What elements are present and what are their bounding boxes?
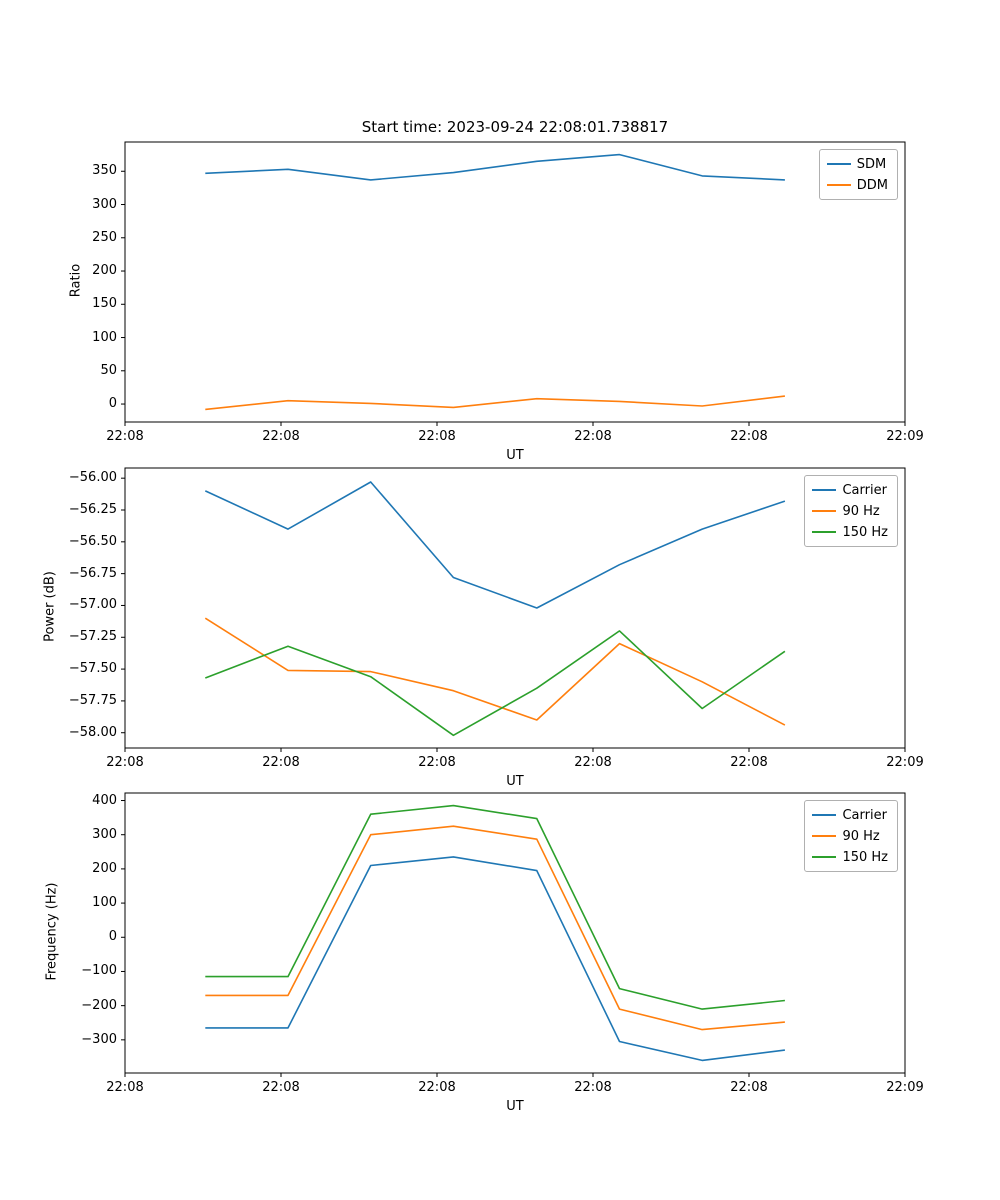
x-tick-label: 22:08 (730, 755, 768, 770)
legend-line-sample (812, 510, 837, 512)
series-line-carrier (204, 481, 786, 609)
legend-entry: 90 Hz (812, 827, 888, 845)
x-axis-label-frequency-chart: UT (506, 1099, 524, 1114)
legend-label: 90 Hz (842, 503, 880, 519)
legend-entry: Carrier (812, 806, 888, 824)
legend-label: SDM (856, 156, 887, 172)
x-tick-label: 22:08 (262, 755, 300, 770)
legend-line-sample (812, 856, 837, 858)
legend-entry: 150 Hz (812, 523, 888, 541)
x-tick-label: 22:08 (574, 755, 612, 770)
y-axis-label-ratio-chart: Ratio (68, 263, 84, 298)
x-tick-label: 22:08 (262, 429, 300, 444)
y-tick-label: −100 (81, 963, 117, 979)
y-tick-label: −56.00 (68, 470, 117, 486)
y-tick-label: −57.75 (68, 692, 117, 708)
y-tick-label: 300 (92, 196, 117, 212)
series-line-90-hz (205, 825, 785, 1031)
series-line-ddm (205, 395, 785, 411)
x-axis-label-power-chart: UT (506, 774, 524, 789)
y-tick-label: −56.25 (68, 502, 117, 517)
y-tick-label: 400 (92, 792, 117, 808)
x-tick-label: 22:08 (730, 429, 768, 444)
figure-title: Start time: 2023-09-24 22:08:01.738817 (361, 118, 669, 136)
y-tick-label: 200 (92, 263, 117, 279)
y-tick-label: −58.00 (68, 724, 117, 740)
axes-frame (124, 141, 906, 423)
x-tick-label: 22:08 (106, 1080, 144, 1095)
y-tick-label: −57.25 (68, 629, 117, 645)
x-tick-label: 22:08 (106, 755, 144, 770)
legend-ratio-chart: SDM DDM (818, 149, 898, 200)
legend-line-sample (812, 835, 837, 837)
legend-line-sample (812, 531, 837, 533)
axes-frame (124, 467, 906, 749)
legend-label: Carrier (842, 807, 887, 823)
legend-entry: Carrier (812, 481, 888, 499)
legend-label: 150 Hz (842, 849, 888, 865)
y-tick-label: −300 (81, 1031, 117, 1047)
series-line-150-hz (205, 630, 786, 737)
y-tick-label: 0 (108, 929, 117, 945)
legend-label: DDM (856, 177, 888, 193)
x-tick-label: 22:08 (418, 1080, 456, 1095)
x-tick-label: 22:09 (886, 1080, 924, 1095)
y-tick-label: 0 (108, 396, 117, 412)
legend-entry: 150 Hz (812, 848, 888, 866)
x-tick-label: 22:09 (886, 755, 924, 770)
x-tick-label: 22:08 (418, 755, 456, 770)
legend-line-sample (812, 489, 837, 491)
y-tick-label: −56.50 (68, 533, 117, 549)
y-tick-label: 200 (92, 860, 117, 876)
y-tick-label: 100 (92, 329, 117, 345)
series-line-carrier (205, 856, 785, 1062)
y-axis-label-frequency-chart: Frequency (Hz) (44, 882, 60, 981)
legend-line-sample (812, 814, 837, 816)
y-tick-label: −200 (81, 997, 117, 1013)
plot-area-power-chart (121, 467, 906, 752)
y-tick-label: 300 (92, 826, 117, 842)
series-line-90-hz (204, 617, 786, 726)
plot-area-ratio-chart (121, 141, 906, 426)
legend-entry: 90 Hz (812, 502, 888, 520)
y-tick-label: −57.50 (68, 661, 117, 677)
plot-area-frequency-chart (121, 792, 906, 1077)
x-tick-label: 22:08 (418, 429, 456, 444)
y-axis-label-power-chart: Power (dB) (42, 571, 58, 642)
y-tick-label: 350 (92, 163, 117, 179)
x-tick-label: 22:08 (574, 429, 612, 444)
y-tick-label: −57.00 (68, 597, 117, 613)
axes-frame (124, 792, 906, 1074)
legend-entry: DDM (826, 176, 888, 194)
y-tick-label: 250 (92, 229, 117, 245)
x-tick-label: 22:09 (886, 429, 924, 444)
x-tick-label: 22:08 (730, 1080, 768, 1095)
y-tick-label: 100 (92, 895, 117, 911)
y-tick-label: 50 (100, 362, 117, 378)
x-axis-label-ratio-chart: UT (506, 448, 524, 463)
legend-label: 90 Hz (842, 828, 880, 844)
legend-power-chart: Carrier 90 Hz 150 Hz (804, 475, 898, 547)
legend-line-sample (826, 163, 851, 165)
x-tick-label: 22:08 (106, 429, 144, 444)
series-line-sdm (205, 153, 785, 181)
series-line-150-hz (205, 804, 785, 1010)
legend-line-sample (826, 184, 851, 186)
legend-entry: SDM (826, 155, 888, 173)
x-tick-label: 22:08 (262, 1080, 300, 1095)
y-tick-label: −56.75 (68, 565, 117, 581)
legend-frequency-chart: Carrier 90 Hz 150 Hz (804, 800, 898, 872)
legend-label: Carrier (842, 482, 887, 498)
legend-label: 150 Hz (842, 524, 888, 540)
x-tick-label: 22:08 (574, 1080, 612, 1095)
y-tick-label: 150 (92, 296, 117, 312)
